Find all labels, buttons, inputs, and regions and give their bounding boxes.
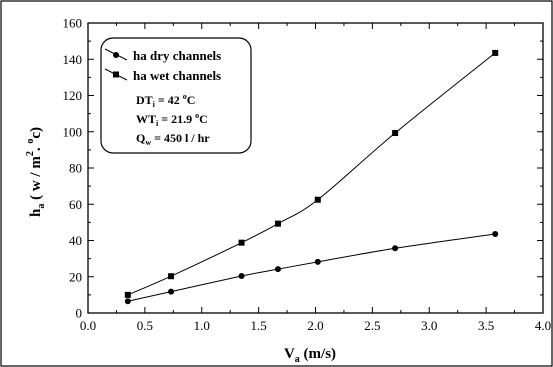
data-point-dry (168, 288, 175, 295)
legend-label-wet: ha wet channels (133, 68, 221, 83)
axis-ticks: 0.0 0.5 1.0 1.5 2.0 2.5 3.0 3.5 4.0 0 20 40 60 80 100 1… (63, 16, 552, 334)
note-wet-temp-tail: C (199, 112, 208, 126)
data-point-dry (492, 230, 499, 237)
note-wet-temp-sub: i (156, 119, 159, 128)
legend-box (100, 37, 252, 154)
y-tick-label: 120 (63, 88, 83, 103)
y-axis-title-sup2: o (25, 139, 36, 144)
x-tick-label: 3.0 (421, 318, 437, 333)
x-axis-title-rest: (m/s) (300, 346, 336, 362)
data-point-wet (392, 130, 399, 137)
x-tick-label: 0.0 (80, 318, 96, 333)
y-tick-label: 60 (69, 197, 82, 212)
data-point-wet (124, 291, 131, 298)
series-markers (124, 49, 499, 305)
data-point-dry (314, 258, 321, 265)
note-wet-temp: WTi = 21.9 oC (136, 111, 208, 128)
data-point-dry (392, 245, 399, 252)
note-dry-temp-tail: C (187, 93, 196, 107)
y-axis-title-main: h (28, 208, 44, 217)
y-tick-label: 20 (69, 269, 82, 284)
y-tick-label: 40 (69, 233, 82, 248)
note-wet-temp-rest: = 21.9 (158, 112, 195, 126)
data-point-wet (314, 196, 321, 203)
y-axis-title-sub: a (36, 204, 47, 209)
x-axis-title: Va (m/s) (284, 346, 336, 365)
note-dry-temp-main: DT (136, 93, 153, 107)
x-tick-label: 0.5 (137, 318, 153, 333)
y-axis-title-rest1: ( w / m (28, 156, 44, 204)
legend: ha dry channels ha wet channels DTi = 42… (104, 48, 221, 147)
y-axis-title-sup: 2 (25, 151, 36, 156)
data-point-dry (124, 298, 131, 305)
x-tick-label: 2.0 (307, 318, 323, 333)
y-axis-title-rest2: . (28, 144, 44, 152)
data-point-wet (492, 49, 499, 56)
note-water-flow: Qw = 450 l / hr (136, 131, 210, 147)
legend-marker-dry (113, 52, 119, 58)
x-axis-title-main: V (284, 346, 295, 362)
note-water-flow-main: Q (136, 131, 145, 145)
y-tick-label: 140 (63, 52, 83, 67)
note-water-flow-sub: w (145, 138, 151, 147)
note-dry-temp: DTi = 42 oC (136, 92, 195, 109)
data-point-wet (168, 273, 175, 280)
y-tick-label: 160 (63, 16, 83, 31)
note-dry-temp-sup: o (183, 92, 187, 101)
x-tick-label: 3.5 (478, 318, 494, 333)
y-tick-label: 100 (63, 124, 83, 139)
y-tick-label: 0 (76, 306, 83, 321)
note-wet-temp-sup: o (195, 111, 199, 120)
x-axis-title-sub: a (295, 354, 300, 365)
data-point-dry (238, 273, 245, 280)
note-dry-temp-sub: i (153, 100, 156, 109)
x-tick-label: 1.0 (194, 318, 210, 333)
data-point-wet (274, 220, 281, 227)
x-tick-label: 4.0 (535, 318, 551, 333)
x-tick-label: 2.5 (364, 318, 380, 333)
legend-label-dry: ha dry channels (133, 48, 221, 63)
y-axis-title: ha ( w / m2. oc) (25, 127, 47, 217)
series-line-dry (127, 233, 496, 302)
note-wet-temp-main: WT (136, 112, 156, 126)
note-dry-temp-rest: = 42 (155, 93, 183, 107)
y-axis-title-rest3: c) (28, 127, 44, 139)
note-water-flow-rest: = 450 l / hr (151, 131, 210, 145)
y-tick-label: 80 (69, 161, 82, 176)
legend-marker-wet (113, 71, 119, 78)
data-point-dry (274, 266, 281, 273)
data-point-wet (238, 239, 245, 246)
x-tick-label: 1.5 (251, 318, 267, 333)
